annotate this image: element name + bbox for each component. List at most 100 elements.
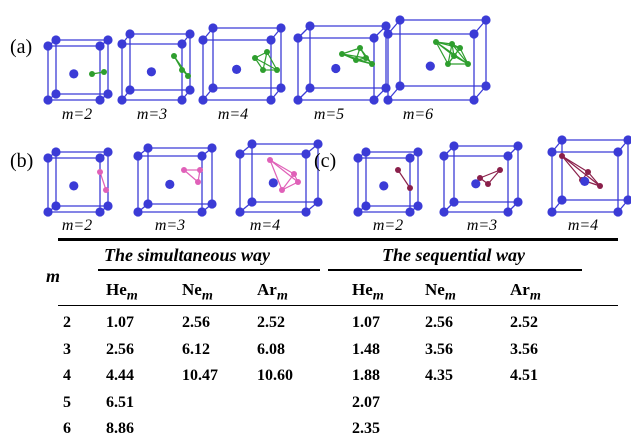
table-cell: 2.56 (182, 314, 210, 331)
lattice-atom (623, 195, 631, 205)
panel-b-label: (b) (10, 150, 34, 172)
lattice-atom (177, 95, 187, 105)
lattice-atom (449, 197, 459, 207)
cluster-atom (185, 73, 191, 79)
col-header: Hem (106, 280, 138, 304)
lattice-atom (95, 207, 105, 217)
cluster-atom (279, 187, 285, 193)
lattice-atom (95, 95, 105, 105)
lattice-atom (103, 89, 113, 99)
cluster-atom (395, 167, 401, 173)
lattice-atom (379, 181, 389, 191)
cluster-atom (465, 61, 471, 67)
lattice-atom (293, 33, 303, 43)
cluster-atom (97, 169, 103, 175)
lattice-atom (235, 207, 245, 217)
cluster-atom (252, 55, 258, 61)
lattice-atom (469, 29, 479, 39)
cluster-bond (451, 43, 469, 65)
cluster-atom (89, 71, 95, 77)
cluster-bond (281, 173, 295, 191)
lattice-atom (301, 207, 311, 217)
lattice-atom (165, 179, 175, 189)
lattice-atom (413, 147, 423, 157)
cluster-bond (269, 159, 283, 191)
row-m-value: 5 (63, 393, 71, 411)
cluster-atom (295, 179, 301, 185)
table-cell: 1.48 (352, 340, 380, 358)
lattice-atom (185, 29, 195, 39)
col-header: Arm (257, 280, 288, 304)
lattice-atom (381, 21, 391, 31)
panel-b-m-label: m=4 (249, 217, 281, 234)
lattice-atom (232, 64, 242, 74)
cluster-bond (341, 53, 367, 59)
cluster-atom (449, 41, 455, 47)
lattice-atom (449, 141, 459, 151)
cluster-atom (357, 45, 363, 51)
lattice-atom (361, 147, 371, 157)
lattice-atom (185, 85, 195, 95)
cluster-atom (353, 57, 359, 63)
col-header: Nem (182, 280, 213, 304)
row-m-value: 4 (63, 367, 71, 384)
row-m-value: 2 (63, 314, 71, 331)
cluster-atom (497, 167, 503, 173)
table-cell: 1.07 (352, 314, 380, 331)
lattice-atom (547, 207, 557, 217)
cluster-atom (585, 169, 591, 175)
cluster-atom (445, 61, 451, 67)
table-cell: 6.51 (106, 393, 134, 411)
table-cell: 1.07 (106, 314, 134, 331)
lattice-atom (613, 207, 623, 217)
header-bottom-rule (58, 305, 618, 306)
lattice-atom (235, 149, 245, 159)
panel-a-label: (a) (10, 36, 33, 58)
table-group-sequential: The sequential way (382, 245, 525, 265)
lattice-atom (293, 95, 303, 105)
lattice-atom (207, 143, 217, 153)
table-cell: 10.47 (182, 367, 218, 384)
cluster-atom (477, 175, 483, 181)
cluster-bond (561, 155, 583, 181)
lattice-atom (43, 153, 53, 163)
lattice-atom (133, 151, 143, 161)
lattice-atom (95, 153, 105, 163)
cluster-atom (597, 183, 603, 189)
lattice-atom (143, 199, 153, 209)
lattice-atom (51, 147, 61, 157)
lattice-atom (503, 151, 513, 161)
cluster-bond (587, 171, 601, 187)
lattice-atom (51, 89, 61, 99)
lattice-atom (580, 176, 590, 186)
lattice-atom (405, 153, 415, 163)
cluster-bond (269, 159, 299, 183)
cluster-bond (447, 43, 453, 65)
lattice-atom (305, 83, 315, 93)
lattice-atom (471, 179, 481, 189)
lattice-atom (266, 35, 276, 45)
table-cell: 4.35 (425, 367, 453, 384)
panel-b-m-label: m=3 (154, 217, 186, 234)
lattice-atom (43, 207, 53, 217)
table-group-simultaneous: The simultaneous way (104, 245, 271, 265)
cluster-atom (260, 67, 266, 73)
cluster-atom (433, 39, 439, 45)
cluster-bond (254, 57, 278, 71)
cluster-atom (485, 181, 491, 187)
lattice-atom (103, 147, 113, 157)
lattice-atom (413, 201, 423, 211)
lattice-atom (369, 33, 379, 43)
lattice-atom (276, 83, 286, 93)
table-cell: 2.56 (425, 314, 453, 331)
cluster-atom (407, 185, 413, 191)
lattice-atom (313, 197, 323, 207)
lattice-atom (43, 95, 53, 105)
lattice-atom (395, 15, 405, 25)
lattice-atom (266, 95, 276, 105)
table-cell: 2.52 (510, 314, 538, 331)
lattice-atom (613, 147, 623, 157)
lattice-atom (143, 143, 153, 153)
lattice-atom (247, 197, 257, 207)
lattice-atom (103, 35, 113, 45)
